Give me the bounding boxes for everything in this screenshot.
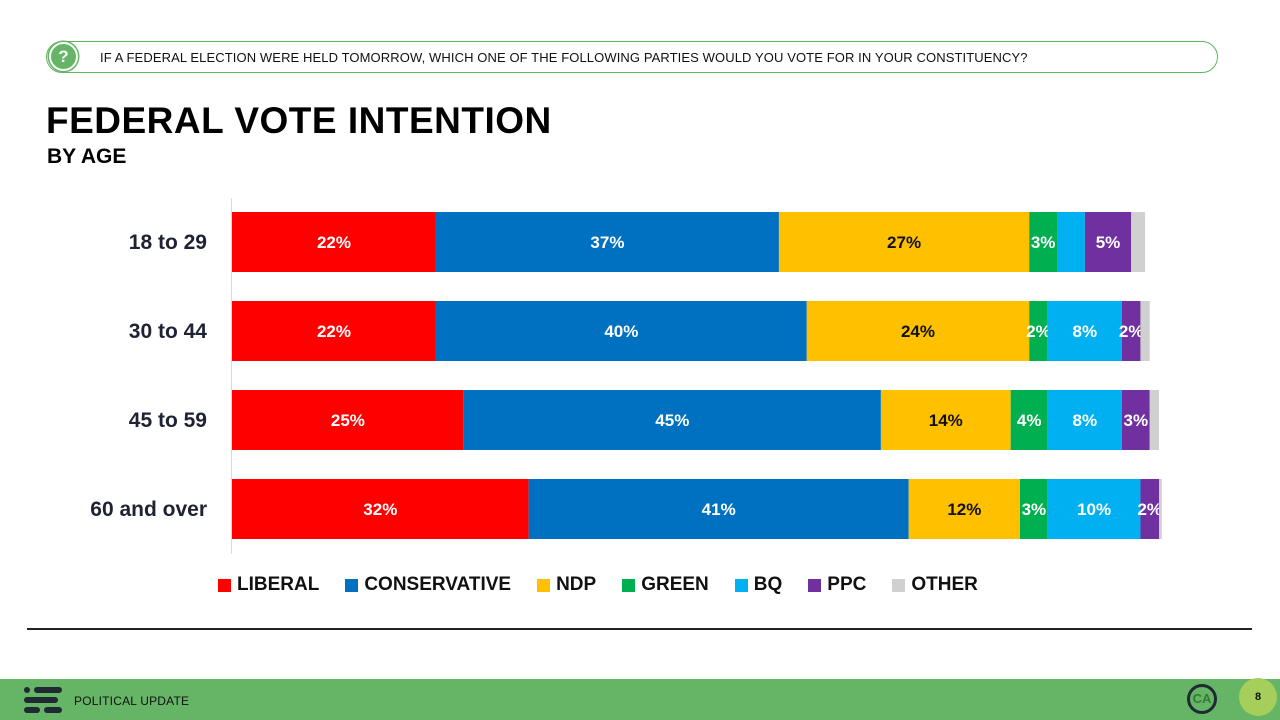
data-label: 41% (702, 500, 736, 519)
data-label: 5% (1096, 233, 1121, 252)
legend-item-conservative: CONSERVATIVE (345, 574, 511, 596)
bar-segment-liberal (232, 390, 464, 450)
bar-segment-liberal (232, 212, 436, 272)
bar-segment-bq (1047, 479, 1141, 539)
bar-segment-green (1019, 479, 1048, 539)
bar-segment-conservative (463, 390, 881, 450)
data-label: 37% (590, 233, 624, 252)
bar-segment-bq (1047, 301, 1122, 361)
category-label: 60 and over (90, 498, 207, 521)
bar-segment-conservative (528, 479, 909, 539)
bar-segment-green (1029, 301, 1048, 361)
bar-segment-ppc (1084, 212, 1132, 272)
chart-legend: LIBERAL CONSERVATIVE NDP GREEN BQ PPC OTHER (218, 574, 978, 596)
legend-label: CONSERVATIVE (364, 574, 512, 595)
data-label: 8% (1073, 322, 1098, 341)
legend-label: LIBERAL (237, 574, 320, 595)
category-label: 45 to 59 (129, 409, 207, 432)
data-label: 45% (655, 411, 689, 430)
bar-segment-green (1029, 212, 1058, 272)
legend-swatch (892, 578, 906, 592)
category-label: 18 to 29 (129, 231, 207, 254)
legend-label: GREEN (641, 574, 709, 595)
legend-item-ppc: PPC (808, 574, 866, 596)
data-label: 4% (1017, 411, 1042, 430)
legend-label: OTHER (911, 574, 978, 595)
bar-segment-ndp (880, 390, 1011, 450)
bar-segment-conservative (435, 301, 807, 361)
bar-segment-ndp (806, 301, 1030, 361)
page-number: 8 (1239, 678, 1277, 716)
bar-segment-ndp (778, 212, 1030, 272)
question-box: ? IF A FEDERAL ELECTION WERE HELD TOMORR… (46, 41, 1218, 73)
data-label: 25% (331, 411, 365, 430)
legend-swatch (345, 578, 359, 592)
legend-label: NDP (556, 574, 597, 595)
bar-segment-bq (1047, 390, 1122, 450)
bar-segment-ppc (1121, 301, 1141, 361)
bar-segment-other (1131, 212, 1146, 272)
brand-logo-icon (24, 687, 64, 713)
legend-item-liberal: LIBERAL (218, 574, 319, 596)
bar-segment-ppc (1140, 479, 1159, 539)
data-label: 14% (929, 411, 963, 430)
data-label: 3% (1022, 500, 1047, 519)
stacked-bar-chart: 18 to 29 22% 37% 27% 3% 5% 30 to 44 22% 40% 24% 2%… (90, 198, 1162, 554)
data-label: 12% (947, 500, 981, 519)
category-label: 30 to 44 (129, 320, 208, 343)
data-label: 3% (1124, 411, 1149, 430)
chart-title: FEDERAL VOTE INTENTION (46, 100, 552, 141)
data-label: 40% (604, 322, 638, 341)
legend-swatch (622, 578, 636, 592)
legend-item-bq: BQ (734, 574, 783, 596)
chart-subtitle: BY AGE (47, 145, 127, 168)
bar-segment-other (1159, 479, 1162, 539)
legend-item-other: OTHER (892, 574, 978, 596)
legend-swatch (734, 578, 748, 592)
data-label: 8% (1073, 411, 1098, 430)
bar-segment-ppc (1121, 390, 1150, 450)
legend-swatch (808, 578, 822, 592)
bar-segment-conservative (435, 212, 779, 272)
data-label: 2% (1026, 322, 1051, 341)
legend-item-green: GREEN (622, 574, 709, 596)
legend-swatch (537, 578, 551, 592)
footer-divider (27, 628, 1252, 630)
legend-swatch (218, 578, 231, 592)
bar-segment-ndp (908, 479, 1020, 539)
data-label: 27% (887, 233, 921, 252)
data-label: 24% (901, 322, 935, 341)
company-logo-icon: CA (1187, 684, 1217, 714)
question-icon: ? (49, 42, 78, 71)
data-label: 10% (1077, 500, 1111, 519)
footer-bar: POLITICAL UPDATE CA (0, 679, 1280, 720)
data-label: 32% (363, 500, 397, 519)
data-label: 2% (1119, 322, 1144, 341)
legend-item-ndp: NDP (537, 574, 596, 596)
data-label: 22% (317, 233, 351, 252)
bar-segment-liberal (232, 301, 436, 361)
bar-segment-liberal (232, 479, 529, 539)
bar-segment-bq (1057, 212, 1085, 272)
bar-segment-other (1140, 301, 1150, 361)
bar-segment-other (1149, 390, 1159, 450)
legend-label: BQ (753, 574, 783, 595)
data-label: 3% (1031, 233, 1056, 252)
data-label: 2% (1137, 500, 1162, 519)
question-text: IF A FEDERAL ELECTION WERE HELD TOMORROW… (100, 50, 1028, 65)
legend-label: PPC (827, 574, 867, 595)
footer-label: POLITICAL UPDATE (74, 694, 190, 708)
bar-segment-green (1010, 390, 1048, 450)
data-label: 22% (317, 322, 351, 341)
